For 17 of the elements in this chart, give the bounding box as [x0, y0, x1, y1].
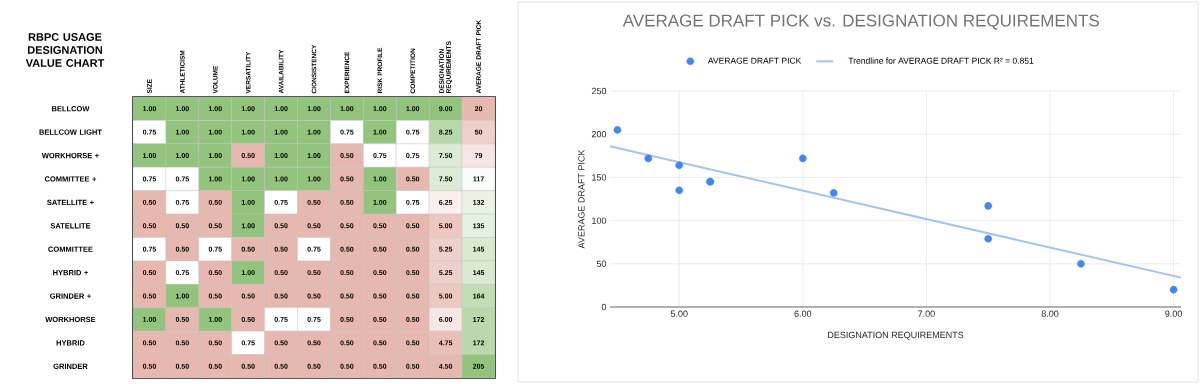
x-tick-label: 7.00	[918, 310, 935, 317]
y-tick-label: 200	[591, 131, 607, 138]
y-tick-label: 150	[592, 174, 607, 181]
x-tick-label: 9.00	[1165, 310, 1182, 317]
x-axis-title: DESIGNATION REQUIREMENTS	[828, 331, 964, 340]
y-tick-label: 50	[596, 260, 607, 267]
x-tick-label: 6.00	[794, 310, 812, 317]
legend-label: Trendline for AVERAGE DRAFT PICK R² = 0.851	[848, 57, 1034, 64]
legend-label: AVERAGE DRAFT PICK	[707, 57, 802, 64]
chart-title: AVERAGE DRAFT PICK vs. DESIGNATION REQUIREMENTS	[622, 14, 1099, 30]
y-tick-label: 250	[591, 87, 607, 95]
chart-title: RBPC USAGE DESIGNATION VALUE CHART	[25, 33, 105, 67]
y-tick-label: 100	[592, 217, 607, 224]
x-tick-label: 5.00	[670, 310, 688, 317]
y-tick-label: 0	[601, 303, 607, 311]
x-tick-label: 8.00	[1041, 310, 1059, 317]
y-axis-title: AVERAGE DRAFT PICK	[578, 149, 585, 249]
